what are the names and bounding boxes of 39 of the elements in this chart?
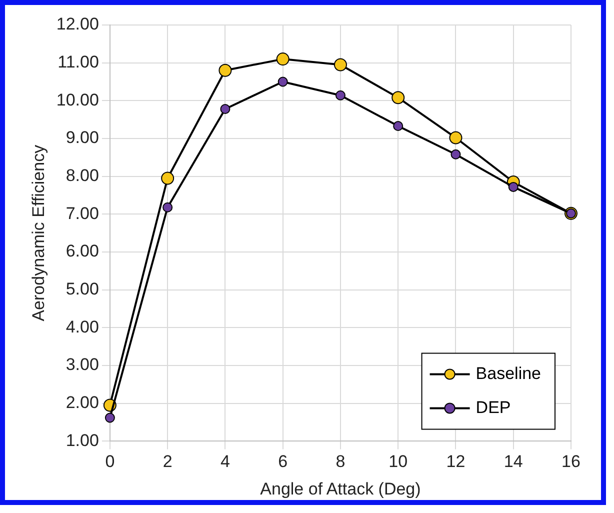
point bbox=[508, 182, 518, 192]
x-tick-label: 4 bbox=[220, 452, 230, 472]
point bbox=[278, 76, 288, 87]
x-tick-label: 8 bbox=[336, 452, 346, 472]
point bbox=[162, 202, 173, 212]
x-tick-label: 0 bbox=[105, 452, 115, 472]
y-tick-label: 1.00 bbox=[66, 430, 99, 450]
x-tick-label: 16 bbox=[562, 452, 580, 472]
point bbox=[218, 64, 232, 77]
point bbox=[334, 58, 347, 72]
legend-label: DEP bbox=[476, 398, 511, 417]
y-tick-label: 10.00 bbox=[56, 90, 99, 110]
x-tick-label: 2 bbox=[162, 452, 172, 472]
point bbox=[220, 104, 230, 114]
y-tick-label: 8.00 bbox=[66, 166, 99, 186]
point bbox=[450, 149, 461, 160]
point bbox=[161, 172, 174, 185]
point bbox=[104, 412, 115, 423]
y-tick-label: 7.00 bbox=[66, 204, 99, 223]
point bbox=[449, 131, 462, 144]
y-tick-label: 5.00 bbox=[66, 280, 99, 299]
y-tick-label: 4.00 bbox=[66, 317, 99, 336]
x-tick-label: 14 bbox=[504, 452, 523, 472]
y-tick-label: 9.00 bbox=[66, 128, 99, 148]
y-tick-label: 11.00 bbox=[58, 52, 99, 72]
point bbox=[392, 91, 405, 104]
x-axis-title: Angle of Attack (Deg) bbox=[260, 479, 421, 498]
y-tick-label: 3.00 bbox=[66, 355, 99, 374]
point bbox=[276, 52, 290, 66]
y-tick-label: 12.00 bbox=[56, 14, 99, 34]
x-tick-label: 12 bbox=[446, 452, 466, 472]
y-tick-label: 6.00 bbox=[66, 242, 99, 261]
point bbox=[335, 90, 346, 100]
x-tick-label: 10 bbox=[388, 452, 408, 472]
x-tick-label: 6 bbox=[278, 452, 288, 472]
y-axis-title: Aerodynamic Efficiency bbox=[28, 144, 48, 322]
y-tick-label: 2.00 bbox=[66, 393, 99, 412]
legend-label: Baseline bbox=[476, 364, 542, 383]
point bbox=[393, 121, 404, 132]
